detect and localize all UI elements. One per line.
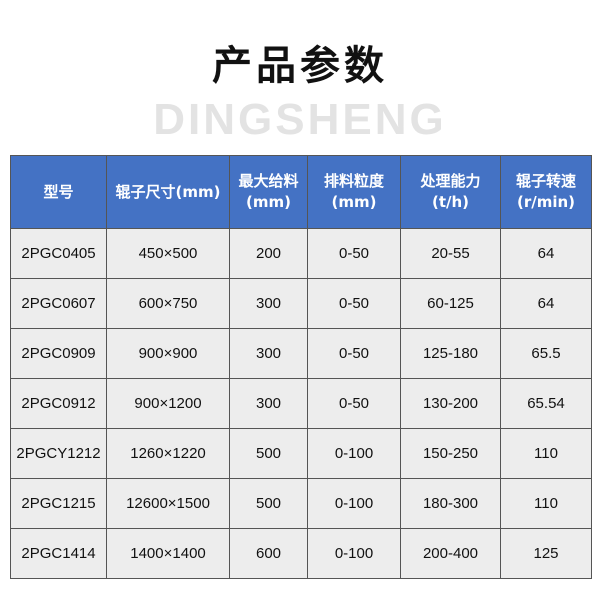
cell-model: 2PGC0405 (10, 228, 107, 279)
cell-max-feed: 500 (229, 478, 308, 529)
cell-max-feed: 500 (229, 428, 308, 479)
cell-capacity: 180-300 (400, 478, 501, 529)
cell-max-feed: 600 (229, 528, 308, 579)
product-parameters-table: 型号 辊子尺寸(mm) 最大给料 (mm) 排料粒度 (mm) 处理能力 (t/h) 辊子转速 (… (10, 155, 592, 579)
cell-max-feed: 300 (229, 378, 308, 429)
cell-max-feed: 200 (229, 228, 308, 279)
table-header-row: 型号 辊子尺寸(mm) 最大给料 (mm) 排料粒度 (mm) 处理能力 (t/h) 辊子转速 (… (10, 155, 592, 229)
cell-capacity: 20-55 (400, 228, 501, 279)
header-label: 排料粒度 (323, 172, 384, 190)
cell-roller-size: 12600×1500 (106, 478, 230, 529)
cell-discharge-size: 0-50 (307, 228, 401, 279)
cell-roller-speed: 110 (500, 428, 592, 479)
cell-capacity: 130-200 (400, 378, 501, 429)
cell-roller-speed: 64 (500, 278, 592, 329)
cell-model: 2PGC1215 (10, 478, 107, 529)
table-row: 2PGC0912 900×1200 300 0-50 130-200 65.54 (10, 378, 592, 429)
cell-model: 2PGC1414 (10, 528, 107, 579)
header-max-feed: 最大给料 (mm) (229, 155, 308, 229)
header-label: 型号 (43, 182, 74, 201)
table-row: 2PGC1215 12600×1500 500 0-100 180-300 110 (10, 478, 592, 529)
header-model: 型号 (10, 155, 107, 229)
header-discharge-size: 排料粒度 (mm) (307, 155, 401, 229)
table-row: 2PGC0909 900×900 300 0-50 125-180 65.5 (10, 328, 592, 379)
table-row: 2PGCY1212 1260×1220 500 0-100 150-250 110 (10, 428, 592, 479)
cell-capacity: 60-125 (400, 278, 501, 329)
cell-model: 2PGCY1212 (10, 428, 107, 479)
header-label: (r/min) (516, 193, 576, 211)
cell-model: 2PGC0909 (10, 328, 107, 379)
cell-discharge-size: 0-100 (307, 528, 401, 579)
header-roller-size: 辊子尺寸(mm) (106, 155, 230, 229)
cell-discharge-size: 0-50 (307, 328, 401, 379)
cell-roller-speed: 65.54 (500, 378, 592, 429)
cell-roller-speed: 125 (500, 528, 592, 579)
header-label: (t/h) (431, 193, 470, 211)
page-title: 产品参数 (212, 43, 388, 89)
cell-roller-size: 1260×1220 (106, 428, 230, 479)
cell-roller-speed: 110 (500, 478, 592, 529)
cell-roller-speed: 64 (500, 228, 592, 279)
cell-capacity: 150-250 (400, 428, 501, 479)
cell-capacity: 200-400 (400, 528, 501, 579)
cell-discharge-size: 0-50 (307, 278, 401, 329)
cell-discharge-size: 0-100 (307, 428, 401, 479)
cell-discharge-size: 0-50 (307, 378, 401, 429)
cell-capacity: 125-180 (400, 328, 501, 379)
cell-roller-size: 900×1200 (106, 378, 230, 429)
cell-model: 2PGC0607 (10, 278, 107, 329)
header-label: (mm) (246, 193, 291, 211)
header-roller-speed: 辊子转速 (r/min) (500, 155, 592, 229)
table-row: 2PGC0405 450×500 200 0-50 20-55 64 (10, 228, 592, 279)
cell-max-feed: 300 (229, 328, 308, 379)
cell-roller-size: 900×900 (106, 328, 230, 379)
table-row: 2PGC1414 1400×1400 600 0-100 200-400 125 (10, 528, 592, 579)
cell-model: 2PGC0912 (10, 378, 107, 429)
table-row: 2PGC0607 600×750 300 0-50 60-125 64 (10, 278, 592, 329)
cell-roller-size: 1400×1400 (106, 528, 230, 579)
cell-discharge-size: 0-100 (307, 478, 401, 529)
header-label: 最大给料 (238, 172, 299, 190)
header-label: (mm) (331, 193, 377, 211)
cell-roller-size: 450×500 (106, 228, 230, 279)
header-label: 辊子尺寸(mm) (115, 182, 221, 201)
cell-roller-size: 600×750 (106, 278, 230, 329)
header-label: 辊子转速 (515, 172, 576, 190)
watermark: DINGSHENG (153, 95, 447, 144)
cell-max-feed: 300 (229, 278, 308, 329)
cell-roller-speed: 65.5 (500, 328, 592, 379)
header-label: 处理能力 (420, 172, 481, 190)
header-capacity: 处理能力 (t/h) (400, 155, 501, 229)
